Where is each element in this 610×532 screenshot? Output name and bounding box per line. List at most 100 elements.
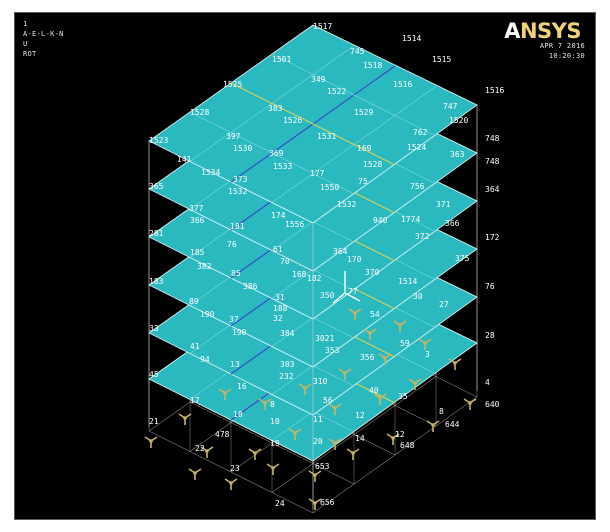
support-constraint-icon xyxy=(348,308,362,320)
node-label: 32 xyxy=(273,314,283,323)
node-label: 35 xyxy=(398,392,408,401)
node-label: 76 xyxy=(227,240,237,249)
support-constraint-icon xyxy=(418,338,432,350)
node-label: 8 xyxy=(439,407,444,416)
node-label: 37 xyxy=(229,315,239,324)
node-label: 10 xyxy=(270,417,280,426)
node-label: 397 xyxy=(226,132,241,141)
support-constraint-icon xyxy=(308,498,322,510)
node-label: 762 xyxy=(413,128,428,137)
node-label: 478 xyxy=(215,430,230,439)
support-constraint-icon xyxy=(463,398,477,410)
node-label: 181 xyxy=(230,222,245,231)
node-label: 31 xyxy=(275,293,285,302)
node-label: 1514 xyxy=(402,34,422,43)
support-constraints xyxy=(144,308,477,510)
node-label: 1532 xyxy=(228,187,248,196)
node-label: 756 xyxy=(410,182,425,191)
node-label: 384 xyxy=(280,329,295,338)
node-label: 85 xyxy=(231,269,241,278)
support-constraint-icon xyxy=(258,398,272,410)
node-label: 364 xyxy=(485,185,500,194)
node-label: 1518 xyxy=(363,61,383,70)
node-label: 3 xyxy=(425,350,430,359)
node-label: 366 xyxy=(445,219,460,228)
node-label: 24 xyxy=(275,499,285,508)
plot-time: 10:20:30 xyxy=(548,52,585,60)
node-label: 27 xyxy=(439,300,449,309)
node-label: 54 xyxy=(370,310,380,319)
node-label: 41 xyxy=(190,342,200,351)
node-label: 190 xyxy=(232,328,247,337)
node-label: 748 xyxy=(485,134,500,143)
support-constraint-icon xyxy=(218,388,232,400)
node-label: 21 xyxy=(149,417,159,426)
node-label: 1550 xyxy=(320,183,340,192)
node-label: 17 xyxy=(190,396,200,405)
support-constraint-icon xyxy=(298,383,312,395)
node-label: 375 xyxy=(455,254,470,263)
node-label: 89 xyxy=(189,297,199,306)
node-label: 11 xyxy=(313,415,323,424)
node-label: 12 xyxy=(395,430,405,439)
node-label: 281 xyxy=(149,229,164,238)
support-constraint-icon xyxy=(266,463,280,475)
node-label: 748 xyxy=(485,157,500,166)
node-label: 12 xyxy=(355,411,365,420)
timestamp: APR 7 2016 10:20:30 xyxy=(540,41,585,61)
node-label: 170 xyxy=(347,255,362,264)
node-label: 1523 xyxy=(149,136,169,145)
node-label: 172 xyxy=(485,233,500,242)
node-label: 369 xyxy=(269,149,284,158)
node-label: 1528 xyxy=(190,108,210,117)
node-label: 745 xyxy=(350,47,365,56)
node-label: 366 xyxy=(190,216,205,225)
node-label: 56 xyxy=(323,396,333,405)
node-label: 1529 xyxy=(354,108,374,117)
node-label: 177 xyxy=(310,169,325,178)
node-label: 386 xyxy=(243,282,258,291)
node-label: 382 xyxy=(197,262,212,271)
support-constraint-icon xyxy=(224,478,238,490)
graphics-viewport[interactable]: 1 A-E-L-K-N U ROT ANSYS APR 7 2016 10:20… xyxy=(14,12,596,520)
label-u: U xyxy=(23,40,28,48)
support-constraint-icon xyxy=(346,448,360,460)
node-label: 377 xyxy=(189,204,204,213)
node-label: 59 xyxy=(400,339,410,348)
node-label: 169 xyxy=(357,144,372,153)
node-label: 370 xyxy=(365,268,380,277)
node-label: 190 xyxy=(200,310,215,319)
floor-slabs xyxy=(148,24,478,509)
ground-beam xyxy=(312,396,478,514)
node-label: 23 xyxy=(230,464,240,473)
node-label: 1532 xyxy=(337,200,357,209)
node-label: 747 xyxy=(443,102,458,111)
node-label: 18 xyxy=(233,410,243,419)
node-label: 94 xyxy=(200,355,210,364)
support-constraint-icon xyxy=(373,393,387,405)
node-label: 168 xyxy=(292,270,307,279)
node-label: 372 xyxy=(415,232,430,241)
node-label: 4 xyxy=(485,378,490,387)
node-label: 33 xyxy=(149,324,159,333)
node-label: 1556 xyxy=(285,220,305,229)
node-label: 14 xyxy=(355,434,365,443)
support-constraint-icon xyxy=(338,368,352,380)
node-label: 1525 xyxy=(223,80,243,89)
node-label: 365 xyxy=(149,182,164,191)
node-label: 303 xyxy=(280,360,295,369)
node-label: 1526 xyxy=(283,116,303,125)
node-label: 77 xyxy=(348,287,358,296)
node-label: 75 xyxy=(358,177,368,186)
node-label: 3021 xyxy=(315,334,335,343)
node-label: 30 xyxy=(413,292,423,301)
node-label: 22 xyxy=(195,444,205,453)
support-constraint-icon xyxy=(308,470,322,482)
node-label: 8 xyxy=(270,400,275,409)
plot-date: APR 7 2016 xyxy=(539,42,585,50)
support-constraint-icon xyxy=(378,353,392,365)
support-constraint-icon xyxy=(328,403,342,415)
node-label: 1501 xyxy=(272,55,292,64)
node-label: 1524 xyxy=(407,143,427,152)
support-constraint-icon xyxy=(188,468,202,480)
